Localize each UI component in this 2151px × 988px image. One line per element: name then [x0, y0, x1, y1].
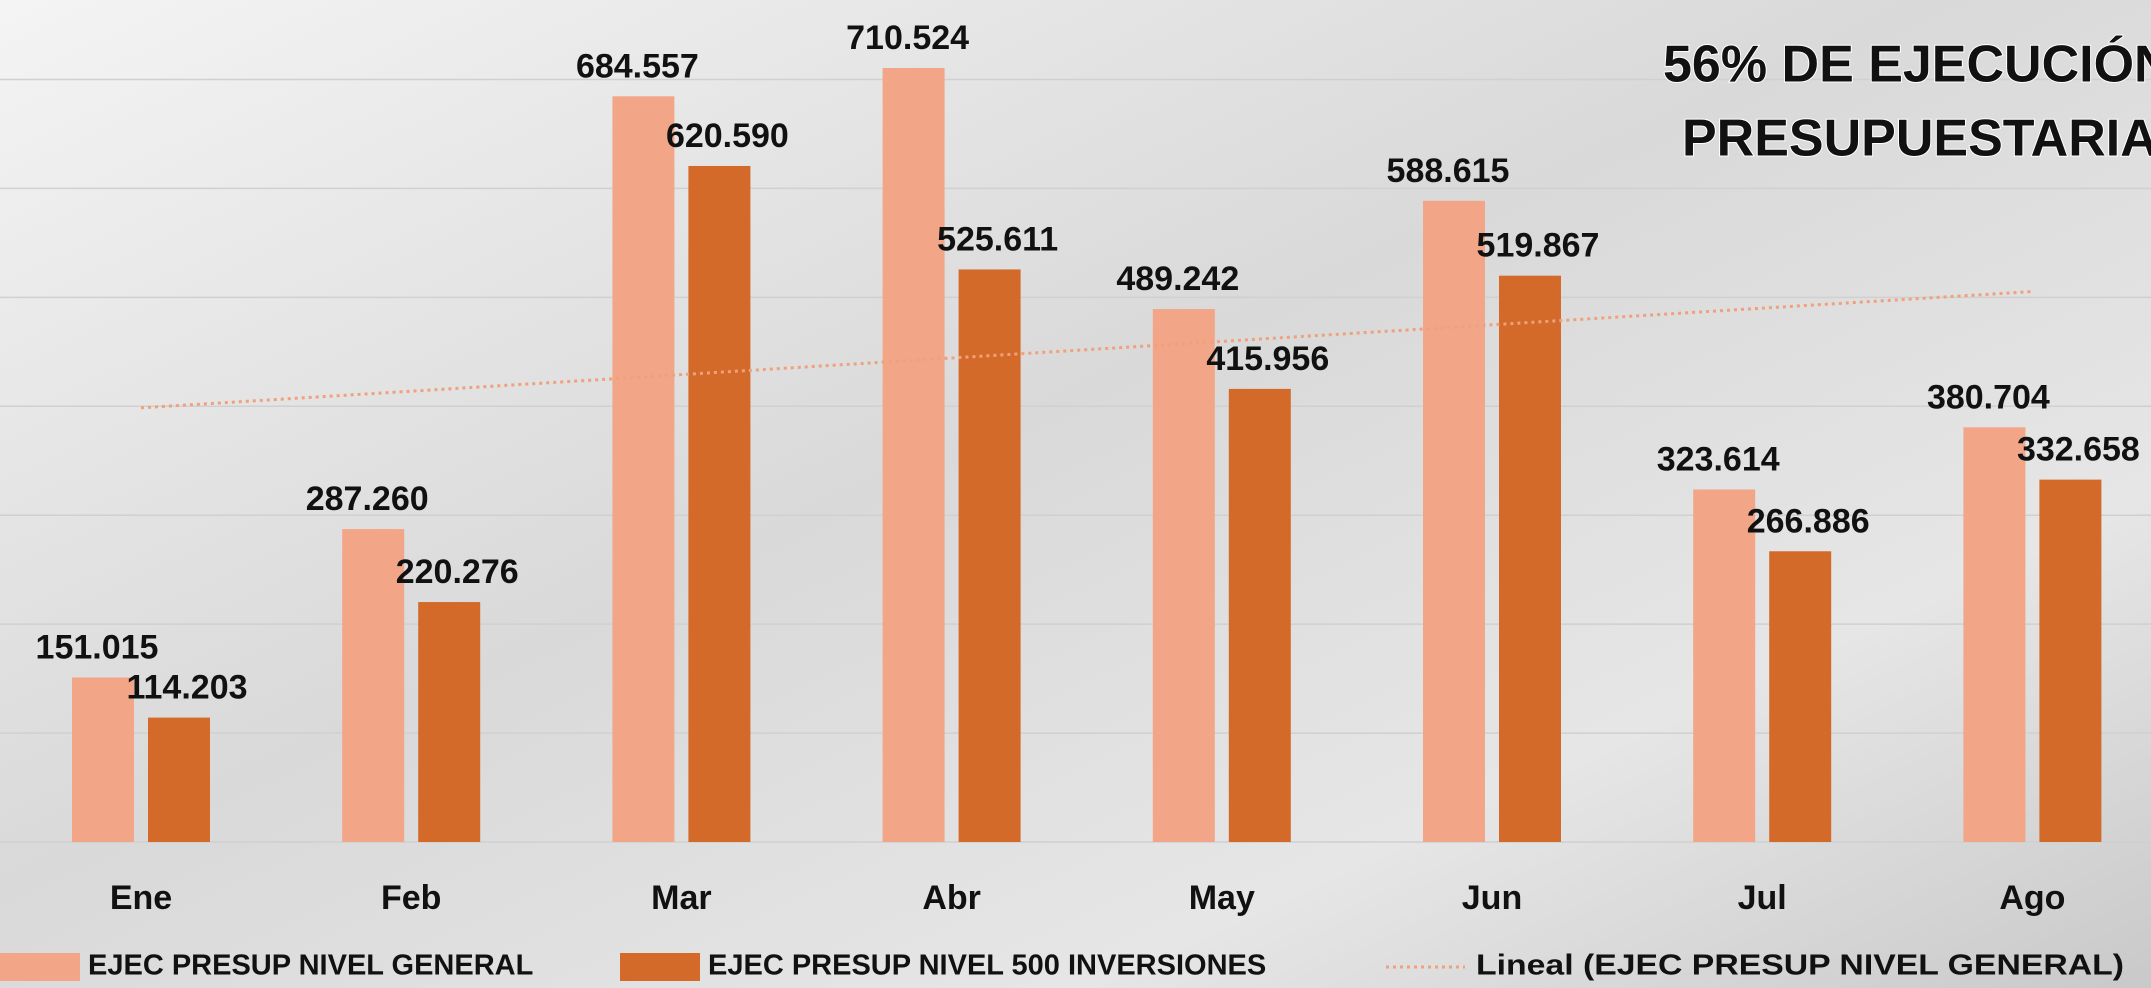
bar	[1229, 389, 1291, 842]
bar	[72, 677, 134, 842]
value-label: 380.704	[1927, 378, 2050, 416]
value-label: 489.242	[1116, 260, 1239, 298]
value-label: 525.611	[937, 220, 1058, 258]
legend-label: EJEC PRESUP NIVEL GENERAL	[88, 950, 533, 982]
value-label: 684.557	[576, 47, 699, 85]
value-label: 710.524	[846, 19, 969, 57]
value-label: 332.658	[2017, 431, 2140, 469]
bar	[1423, 201, 1485, 842]
annotation: PRESUPUESTARIA	[1682, 110, 2151, 168]
bar	[1693, 489, 1755, 842]
bar	[1769, 551, 1831, 842]
legend-label: Lineal (EJEC PRESUP NIVEL GENERAL)	[1476, 950, 2124, 982]
x-tick-label: Jul	[1738, 879, 1787, 917]
bar	[2039, 480, 2101, 842]
x-tick-label: May	[1189, 879, 1255, 917]
value-label: 151.015	[36, 628, 159, 666]
bar	[418, 602, 480, 842]
bar	[959, 269, 1021, 842]
bar	[1499, 276, 1561, 842]
value-label: 220.276	[396, 553, 519, 591]
value-label: 114.203	[126, 669, 247, 707]
x-tick-label: Ene	[110, 879, 172, 917]
x-tick-label: Jun	[1462, 879, 1522, 917]
value-label: 415.956	[1206, 340, 1329, 378]
value-label: 588.615	[1387, 152, 1510, 190]
value-label: 266.886	[1747, 502, 1870, 540]
legend-swatch	[620, 953, 700, 981]
value-label: 519.867	[1477, 227, 1600, 265]
legend-swatch	[0, 953, 80, 981]
annotation: 56% DE EJECUCIÓN	[1663, 36, 2151, 94]
x-tick-label: Abr	[922, 879, 981, 917]
x-tick-label: Feb	[381, 879, 441, 917]
chart: 151.015 287.260 684.557 710.524 489.242 588.6…	[0, 0, 2151, 988]
value-label: 287.260	[306, 480, 429, 518]
value-label: 323.614	[1657, 440, 1780, 478]
bar	[1963, 427, 2025, 842]
bar	[612, 96, 674, 842]
bar	[688, 166, 750, 842]
bar	[1153, 309, 1215, 842]
value-label: 620.590	[666, 117, 789, 155]
x-tick-label: Ago	[1999, 879, 2065, 917]
page: 151.015 287.260 684.557 710.524 489.242 588.6…	[0, 0, 2151, 988]
legend-label: EJEC PRESUP NIVEL 500 INVERSIONES	[708, 950, 1266, 982]
x-tick-label: Mar	[651, 879, 711, 917]
bar	[883, 68, 945, 842]
bar	[148, 718, 210, 842]
